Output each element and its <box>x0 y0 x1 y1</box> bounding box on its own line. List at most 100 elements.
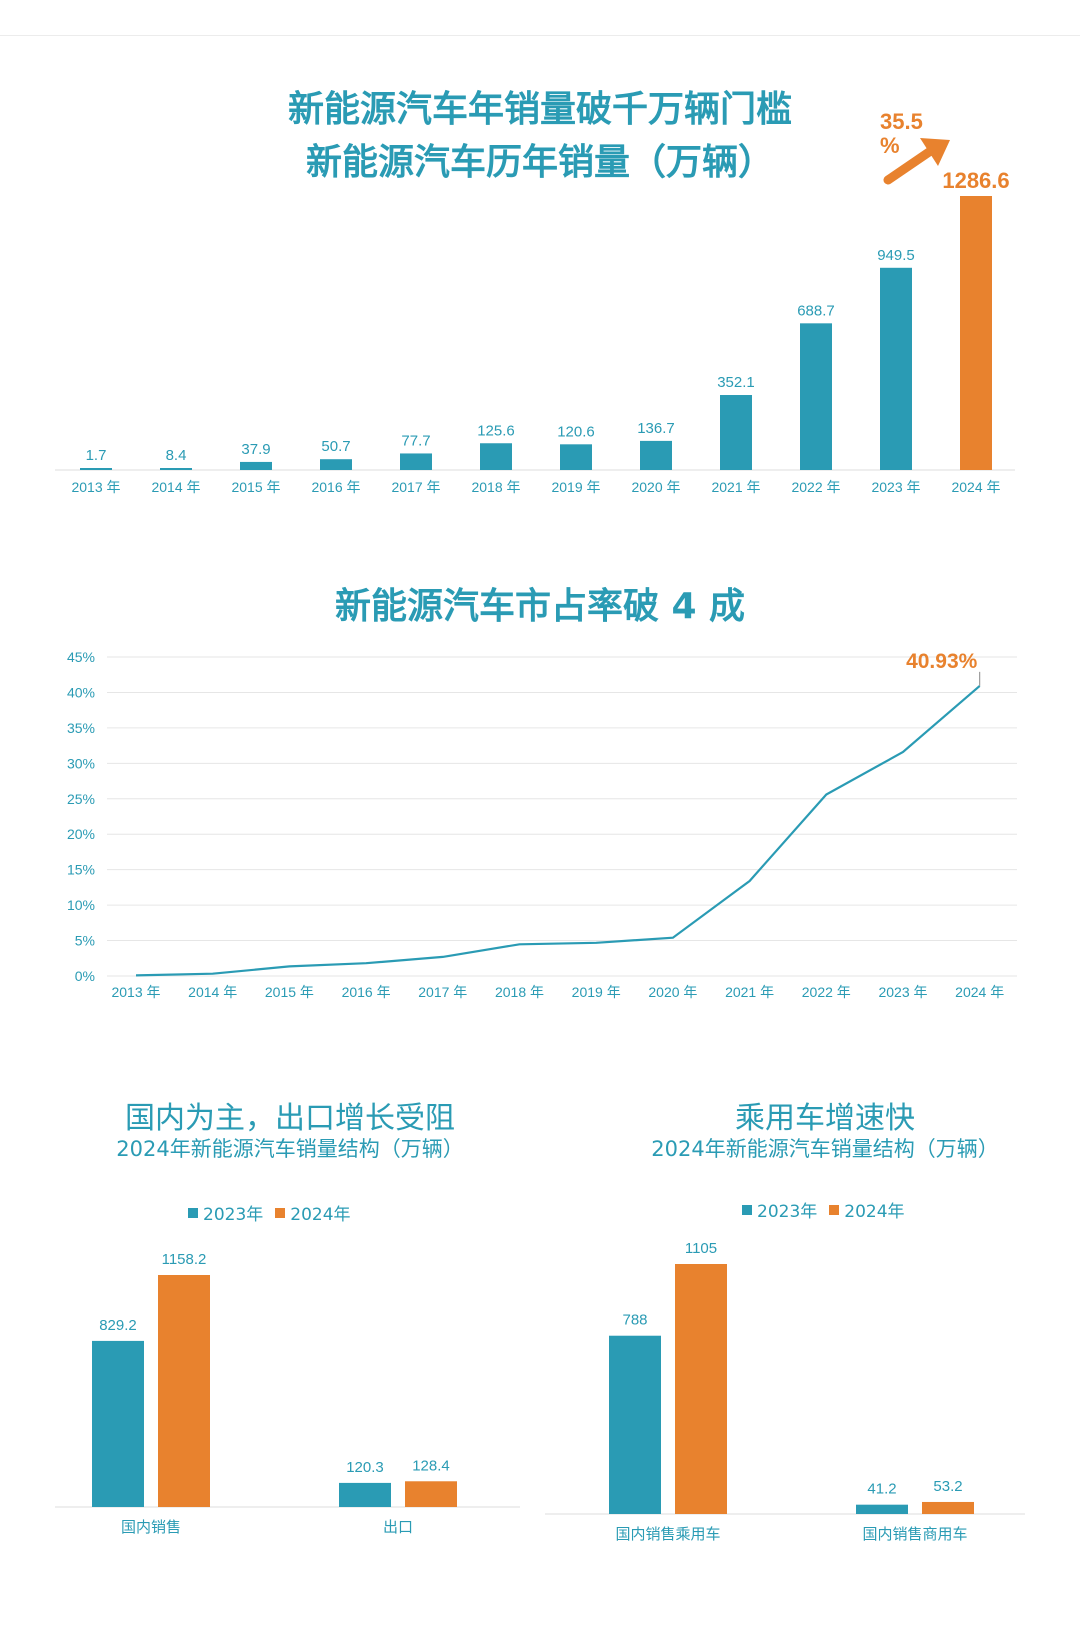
x-tick-label: 2020 年 <box>648 984 697 1000</box>
x-tick-label: 2018 年 <box>495 984 544 1000</box>
bar-2014年 <box>160 468 192 470</box>
bar-value-label: 37.9 <box>241 441 270 458</box>
x-tick-label: 2020 年 <box>631 479 680 495</box>
top-divider <box>0 35 1080 36</box>
x-tick-label: 2014 年 <box>188 984 237 1000</box>
legend-label: 2023年 <box>757 1202 818 1222</box>
bar-2024年-国内销售乘用车 <box>675 1264 727 1514</box>
x-tick-label: 2015 年 <box>265 984 314 1000</box>
legend-label: 2024年 <box>844 1202 905 1222</box>
bar-value-label: 352.1 <box>717 374 755 391</box>
x-tick-label: 2017 年 <box>391 479 440 495</box>
growth-arrow-icon <box>883 145 937 185</box>
bar-value-label: 1286.6 <box>942 168 1009 193</box>
chart2-title: 新能源汽车市占率破 4 成 <box>334 586 746 627</box>
bar-2019年 <box>560 444 592 470</box>
bar-2023年 <box>880 267 912 470</box>
x-tick-label: 2021 年 <box>711 479 760 495</box>
bar-value-label: 50.7 <box>321 438 350 455</box>
x-tick-label: 2023 年 <box>871 479 920 495</box>
bar-value-label: 120.6 <box>557 423 595 440</box>
bar-2024年-国内销售商用车 <box>922 1501 974 1514</box>
legend-item-2023: 2023年 <box>188 1200 263 1225</box>
x-tick-label: 2024 年 <box>955 984 1004 1000</box>
bar-value-label: 77.7 <box>401 432 430 449</box>
chart4-legend: 2023年 2024年 <box>742 1197 905 1222</box>
legend-swatch-orange <box>829 1204 840 1215</box>
growth-arrowhead-icon <box>920 138 950 166</box>
bar-2013年 <box>80 468 112 470</box>
x-tick-label: 2021 年 <box>725 984 774 1000</box>
chart2-line-chart: 0% 5% 10% 15% 20% 25% 30% 35% 40% 45% 2013 年 2014 年… <box>67 649 1017 1000</box>
bar-2023年-国内销售 <box>92 1340 144 1507</box>
bar-value-label: 120.3 <box>346 1459 384 1476</box>
chart3-subtitle: 2024年新能源汽车销量结构（万辆） <box>116 1137 464 1161</box>
y-tick-label: 40% <box>67 684 95 700</box>
y-tick-label: 30% <box>67 755 95 771</box>
y-tick-label: 20% <box>67 826 95 842</box>
bar-value-label: 829.2 <box>99 1317 137 1334</box>
bar-2023年-国内销售商用车 <box>856 1504 908 1514</box>
market-share-line <box>135 685 981 977</box>
growth-unit: % <box>880 133 900 158</box>
legend-swatch-teal <box>188 1207 198 1218</box>
bar-value-label: 949.5 <box>877 247 915 264</box>
bar-value-label: 53.2 <box>933 1478 962 1495</box>
bar-2020年 <box>640 440 672 470</box>
bar-2023年-出口 <box>339 1482 391 1507</box>
x-category-label: 国内销售商用车 <box>862 1526 967 1543</box>
x-category-label: 国内销售 <box>121 1519 181 1536</box>
y-tick-label: 35% <box>67 720 95 736</box>
x-tick-label: 2017 年 <box>418 984 467 1000</box>
chart1-subtitle: 新能源汽车历年销量（万辆） <box>305 142 774 183</box>
y-tick-label: 10% <box>67 897 95 913</box>
x-tick-label: 2013 年 <box>111 984 160 1000</box>
y-tick-label: 45% <box>67 649 95 665</box>
bar-value-label: 788 <box>622 1312 647 1329</box>
chart4-subtitle: 2024年新能源汽车销量结构（万辆） <box>651 1137 999 1161</box>
growth-value: 35.5 <box>880 109 923 134</box>
bar-2024年-国内销售 <box>158 1275 210 1507</box>
bar-value-label: 125.6 <box>477 422 515 439</box>
x-tick-label: 2013 年 <box>71 479 120 495</box>
chart4-title: 乘用车增速快 <box>735 1101 915 1136</box>
x-tick-label: 2023 年 <box>878 984 927 1000</box>
bar-2023年-国内销售乘用车 <box>609 1335 661 1514</box>
x-category-label: 国内销售乘用车 <box>615 1526 720 1543</box>
bar-2024年-出口 <box>405 1481 457 1507</box>
bar-value-label: 1.7 <box>86 447 107 464</box>
bar-2021年 <box>720 395 752 470</box>
chart3-title: 国内为主，出口增长受阻 <box>125 1101 455 1136</box>
x-tick-label: 2022 年 <box>791 479 840 495</box>
y-tick-label: 25% <box>67 791 95 807</box>
bar-2017年 <box>400 453 432 470</box>
bar-value-label: 688.7 <box>797 302 835 319</box>
end-value-label: 40.93% <box>906 650 978 673</box>
legend-label: 2023年 <box>203 1205 264 1225</box>
chart1-title: 新能源汽车年销量破千万辆门槛 <box>287 89 792 130</box>
bar-2016年 <box>320 459 352 470</box>
bar-value-label: 8.4 <box>166 447 187 464</box>
x-tick-label: 2014 年 <box>151 479 200 495</box>
legend-item-2024: 2024年 <box>275 1200 351 1225</box>
y-tick-label: 15% <box>67 862 95 878</box>
chart1-bar-chart: 1.7 2013 年 8.4 2014 年 37.9 2015 年 50.7 2016 年 77… <box>55 138 1015 495</box>
bar-2022年 <box>800 323 832 470</box>
x-tick-label: 2024 年 <box>951 479 1000 495</box>
chart4-grouped-bar-chart: 788 1105 国内销售乘用车 41.2 53.2 国内销售商用车 <box>545 1240 1025 1543</box>
x-tick-label: 2016 年 <box>342 984 391 1000</box>
y-tick-label: 5% <box>75 933 95 949</box>
x-tick-label: 2016 年 <box>311 479 360 495</box>
y-tick-label: 0% <box>75 968 95 984</box>
x-tick-label: 2019 年 <box>551 479 600 495</box>
bar-2015年 <box>240 461 272 470</box>
growth-annotation: 35.5 % <box>880 110 923 158</box>
legend-swatch-orange <box>275 1207 286 1218</box>
x-tick-label: 2015 年 <box>231 479 280 495</box>
bar-value-label: 41.2 <box>867 1481 896 1498</box>
x-tick-label: 2019 年 <box>572 984 621 1000</box>
x-category-label: 出口 <box>383 1519 413 1536</box>
x-tick-label: 2018 年 <box>471 479 520 495</box>
chart3-legend: 2023年 2024年 <box>188 1200 351 1225</box>
